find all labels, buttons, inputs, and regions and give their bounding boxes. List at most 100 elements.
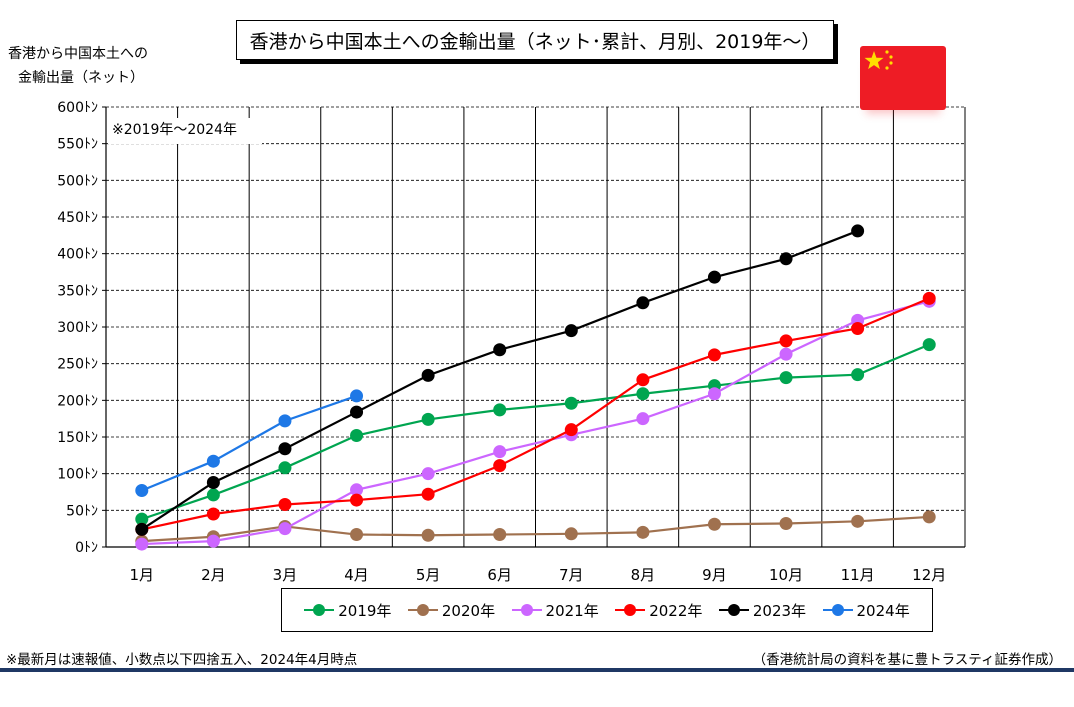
series-line — [141, 297, 930, 531]
legend-swatch — [511, 604, 542, 616]
data-point — [206, 475, 220, 489]
x-tick-label: 7月 — [559, 566, 584, 584]
period-note: ※2019年～2024年 — [108, 118, 262, 144]
series-line — [141, 343, 930, 521]
data-point — [636, 387, 650, 401]
data-point — [278, 497, 292, 511]
data-point — [493, 459, 507, 473]
legend-swatch — [718, 604, 749, 616]
y-tick-label: 300ﾄﾝ — [57, 320, 98, 336]
data-point — [206, 534, 220, 548]
data-point — [922, 291, 936, 305]
y-tick-label: 250ﾄﾝ — [57, 357, 98, 373]
legend-label: 2023年 — [752, 601, 807, 620]
data-point — [851, 514, 865, 528]
legend-swatch — [304, 604, 335, 616]
legend-item: 2024年 — [822, 600, 910, 621]
data-point — [421, 487, 435, 501]
series-line — [141, 300, 930, 546]
data-point — [779, 334, 793, 348]
data-point — [779, 371, 793, 385]
legend-item: 2021年 — [511, 600, 599, 621]
y-tick-label: 400ﾄﾝ — [57, 247, 98, 263]
legend-label: 2024年 — [856, 601, 910, 620]
legend-swatch — [407, 604, 438, 616]
data-series — [135, 224, 936, 551]
data-point — [350, 429, 364, 443]
legend: 2019年 2020年 2021年 2022年 2023年 2024年 — [281, 588, 933, 632]
x-tick-label: 8月 — [631, 566, 656, 584]
data-point — [493, 343, 507, 357]
data-point — [135, 537, 149, 551]
x-tick-label: 4月 — [344, 566, 369, 584]
data-point — [564, 527, 578, 541]
tick-labels: 0ﾄﾝ 50ﾄﾝ 100ﾄﾝ 150ﾄﾝ 200ﾄﾝ 250ﾄﾝ 300ﾄﾝ 350ﾄﾝ 400… — [57, 100, 946, 584]
data-point — [350, 483, 364, 497]
axes — [102, 106, 966, 548]
y-tick-label: 150ﾄﾝ — [57, 430, 98, 446]
data-point — [636, 525, 650, 539]
legend-swatch — [615, 604, 646, 616]
data-point — [636, 412, 650, 426]
y-tick-label: 500ﾄﾝ — [57, 173, 98, 189]
legend-label: 2019年 — [338, 601, 392, 620]
data-point — [350, 493, 364, 507]
data-point — [350, 528, 364, 542]
data-point — [851, 368, 865, 382]
x-tick-label: 9月 — [702, 566, 727, 584]
bottom-divider — [0, 668, 1074, 672]
y-tick-label: 600ﾄﾝ — [57, 100, 98, 116]
data-point — [779, 347, 793, 361]
data-point — [564, 396, 578, 410]
series-2024年 — [135, 389, 364, 498]
data-point — [135, 522, 149, 536]
data-point — [135, 484, 149, 498]
y-tick-label: 450ﾄﾝ — [57, 210, 98, 226]
data-point — [564, 324, 578, 338]
grid-lines — [106, 106, 965, 547]
data-point — [922, 510, 936, 524]
x-tick-label: 10月 — [769, 566, 803, 584]
data-point — [493, 528, 507, 542]
x-tick-label: 6月 — [487, 566, 512, 584]
y-axis-label-line1: 香港から中国本土への — [8, 46, 148, 62]
data-point — [779, 517, 793, 531]
legend-swatch — [822, 604, 853, 616]
data-point — [350, 405, 364, 419]
legend-item: 2020年 — [407, 600, 496, 621]
y-axis-label-line2: 金輸出量（ネット） — [18, 70, 144, 86]
data-point — [278, 522, 292, 536]
footnote: ※最新月は速報値、小数点以下四捨五入、2024年4月時点 — [6, 652, 358, 668]
data-point — [421, 412, 435, 426]
legend-label: 2020年 — [441, 601, 496, 620]
data-point — [278, 414, 292, 428]
legend-item: 2022年 — [615, 600, 702, 621]
data-point — [421, 467, 435, 481]
data-point — [707, 348, 721, 362]
data-point — [779, 252, 793, 266]
series-2019年 — [135, 338, 936, 526]
data-point — [851, 321, 865, 335]
data-point — [707, 517, 721, 531]
data-point — [350, 389, 364, 403]
x-tick-label: 12月 — [912, 566, 946, 584]
legend-label: 2022年 — [649, 601, 703, 620]
data-point — [636, 296, 650, 310]
x-tick-label: 5月 — [416, 566, 441, 584]
y-axis-label: 香港から中国本土への 金輸出量（ネット） — [8, 42, 168, 90]
x-tick-label: 2月 — [201, 566, 226, 584]
legend-label: 2021年 — [545, 601, 599, 620]
y-tick-label: 350ﾄﾝ — [57, 283, 98, 299]
y-tick-label: 100ﾄﾝ — [57, 467, 98, 483]
data-point — [564, 423, 578, 437]
legend-item: 2023年 — [718, 600, 807, 621]
y-tick-label: 50ﾄﾝ — [66, 503, 98, 519]
flag-stars-icon — [864, 50, 893, 70]
data-point — [206, 507, 220, 521]
data-point — [493, 403, 507, 417]
legend-item: 2019年 — [304, 600, 391, 621]
series-line — [141, 515, 930, 543]
data-point — [851, 224, 865, 238]
series-2023年 — [135, 224, 865, 536]
data-point — [493, 445, 507, 459]
